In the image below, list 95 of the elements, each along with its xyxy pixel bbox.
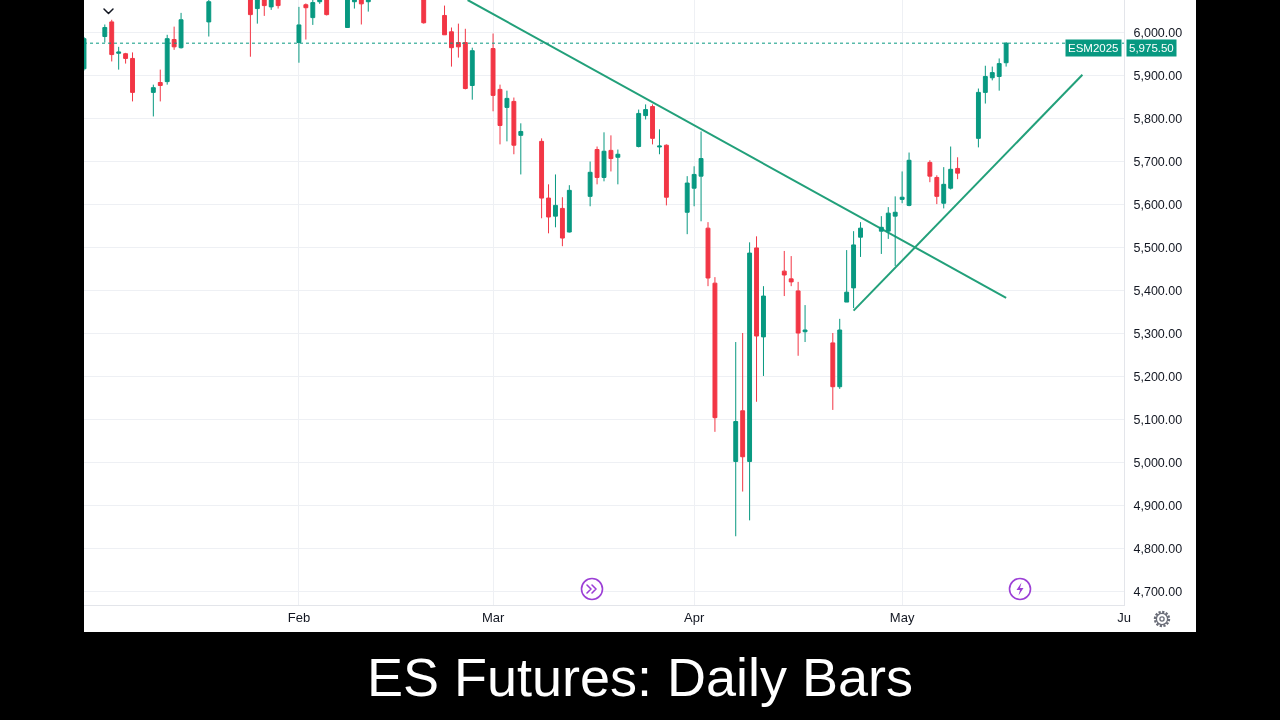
candlestick xyxy=(851,230,857,309)
candlestick xyxy=(511,97,517,155)
candlestick xyxy=(559,196,565,247)
candlestick xyxy=(830,332,836,411)
candlestick xyxy=(684,175,690,235)
candlestick xyxy=(927,159,933,183)
candlestick xyxy=(989,66,995,81)
candlestick xyxy=(747,241,753,521)
y-tick-label: 5,600.00 xyxy=(1133,197,1183,212)
candlestick xyxy=(587,161,593,207)
candlestick xyxy=(553,173,558,228)
y-tick-label: 5,700.00 xyxy=(1133,154,1183,169)
y-tick-label: 4,900.00 xyxy=(1133,498,1183,513)
x-tick-label: Apr xyxy=(684,609,705,625)
candlestick xyxy=(712,276,718,433)
candlestick xyxy=(754,235,759,403)
candlestick xyxy=(878,215,884,255)
candlestick xyxy=(539,137,545,219)
candlestick xyxy=(996,57,1002,92)
candlestick xyxy=(975,88,981,148)
candlestick xyxy=(421,0,427,25)
candlestick xyxy=(455,23,461,59)
candlestick xyxy=(941,166,947,209)
candlestick xyxy=(109,19,115,62)
candlestick xyxy=(254,0,260,25)
candlestick xyxy=(449,27,454,68)
candlestick xyxy=(955,156,961,180)
candlestick xyxy=(462,28,468,90)
candlestick xyxy=(608,134,614,172)
candlestick xyxy=(365,0,371,13)
candlestick xyxy=(594,146,600,185)
candlestick xyxy=(892,195,898,267)
candlestick xyxy=(310,0,316,26)
candlestick xyxy=(261,0,267,17)
x-tick-label: Mar xyxy=(481,609,505,625)
annotation: ESM2025 xyxy=(1068,42,1119,54)
x-tick-label: Feb xyxy=(287,609,311,625)
candlestick xyxy=(802,304,808,343)
candlestick xyxy=(788,255,794,287)
candlestick xyxy=(566,184,572,233)
candlestick xyxy=(643,103,649,120)
candlestick xyxy=(123,52,129,65)
candlestick xyxy=(469,47,475,101)
candlestick xyxy=(247,0,253,58)
candlestick xyxy=(268,0,274,11)
y-tick-label: 5,500.00 xyxy=(1133,240,1183,255)
y-tick-label: 4,700.00 xyxy=(1133,584,1183,599)
candlestick xyxy=(663,143,669,206)
candlestick xyxy=(358,0,364,25)
candlestick xyxy=(275,0,281,10)
text: ES Futures: Daily Bars xyxy=(365,646,915,708)
candlestick xyxy=(705,221,711,287)
candlestick xyxy=(546,183,551,234)
candlestick xyxy=(157,69,163,102)
candlestick xyxy=(615,149,621,185)
candlestick xyxy=(504,90,510,142)
candlestick xyxy=(837,318,843,390)
candlestick xyxy=(740,332,746,493)
candlestick xyxy=(982,65,988,105)
candlestick xyxy=(934,174,940,205)
x-tick-label: May xyxy=(889,609,915,625)
y-tick-label: 5,200.00 xyxy=(1133,369,1183,384)
candlestick xyxy=(303,4,309,41)
candlestick xyxy=(206,0,212,38)
candlestick xyxy=(795,281,801,357)
candlestick xyxy=(948,146,954,190)
candlestick xyxy=(657,128,662,155)
y-tick-label: 6,000.00 xyxy=(1133,26,1183,41)
candlestick xyxy=(733,341,739,537)
candlestick xyxy=(518,122,524,175)
candlestick xyxy=(345,0,350,29)
ref-line-label: 5,975.50 xyxy=(1129,42,1174,54)
y-tick-label: 5,300.00 xyxy=(1133,326,1183,341)
y-tick-label: 5,400.00 xyxy=(1133,283,1183,298)
y-tick-label: 4,800.00 xyxy=(1133,541,1183,556)
candlestick xyxy=(858,221,863,258)
candlestick xyxy=(650,103,655,145)
y-tick-label: 5,900.00 xyxy=(1133,69,1183,83)
y-tick-label: 5,100.00 xyxy=(1133,412,1183,427)
candlestick xyxy=(636,109,642,148)
candlestick xyxy=(601,131,607,182)
candlestick xyxy=(351,0,357,10)
candlestick xyxy=(116,46,122,71)
candlestick xyxy=(781,250,787,297)
y-tick-label: 5,800.00 xyxy=(1133,111,1183,126)
candlestick xyxy=(324,0,330,16)
candlestick xyxy=(844,249,850,303)
candlestick xyxy=(761,285,766,377)
candlestick xyxy=(130,51,135,102)
x-tick-label: Ju xyxy=(1117,609,1131,625)
candlestick xyxy=(150,84,156,117)
candlestick xyxy=(885,206,891,240)
candlestick xyxy=(171,26,177,51)
candlestick xyxy=(442,5,447,36)
y-tick-label: 5,000.00 xyxy=(1133,455,1183,470)
